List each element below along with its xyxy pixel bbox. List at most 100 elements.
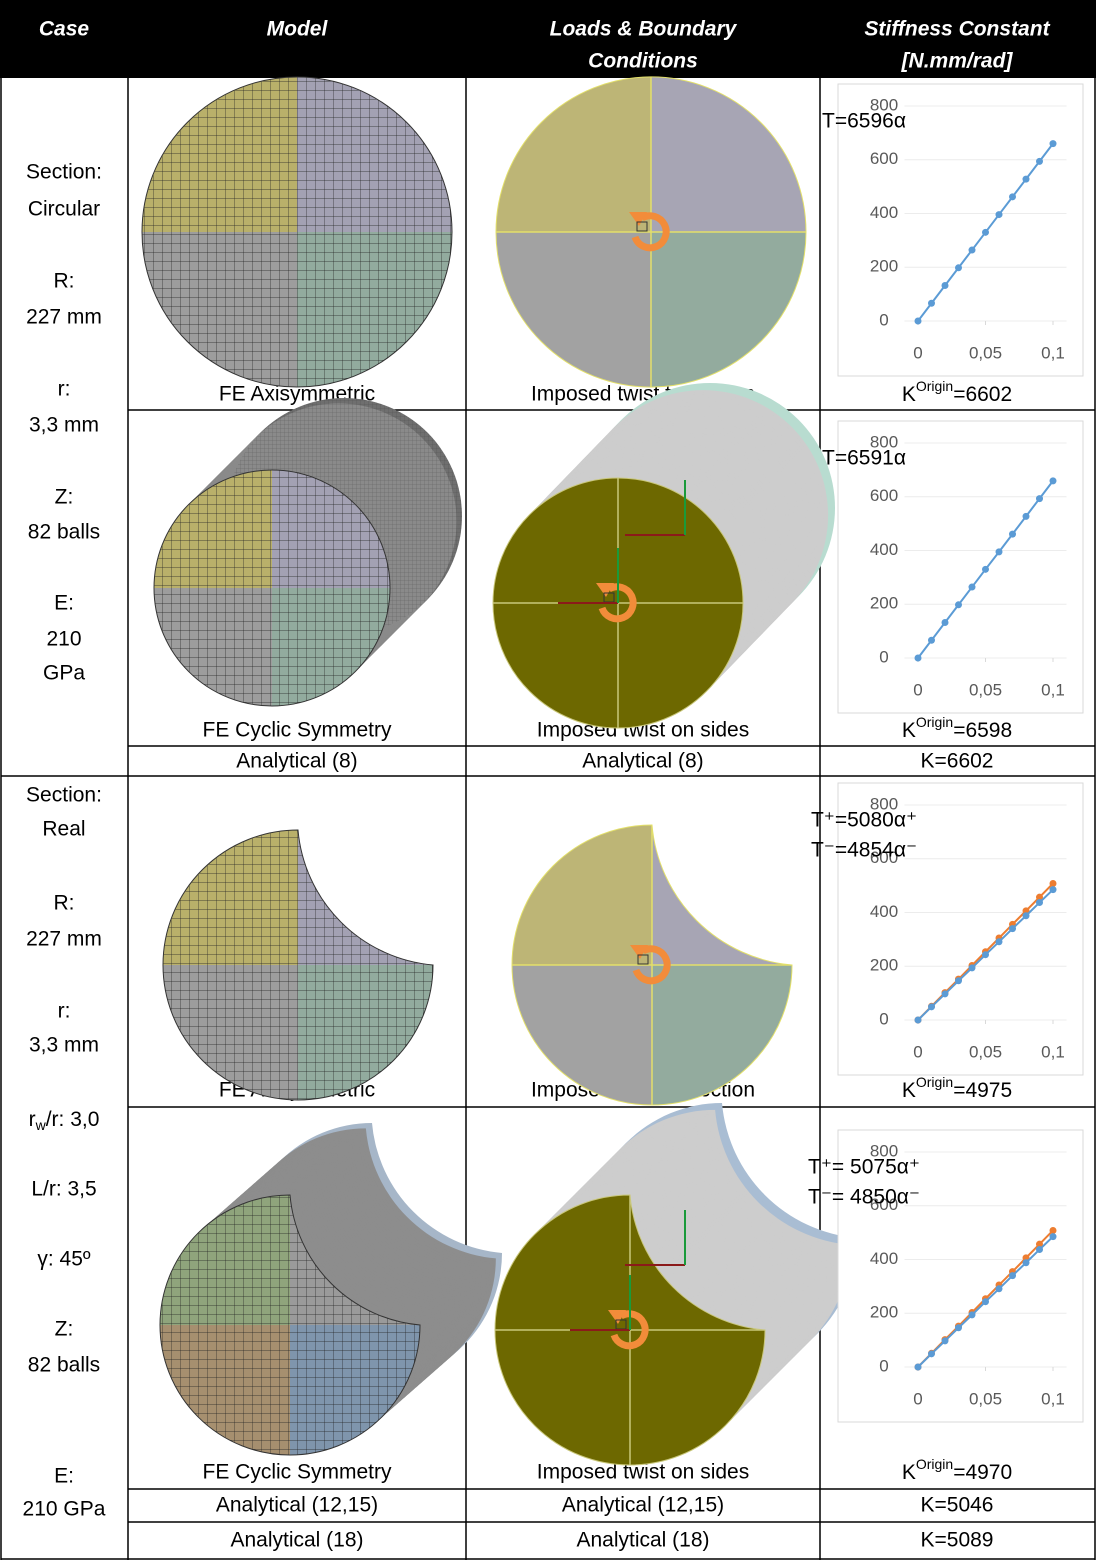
y-tick-label: 800 — [870, 95, 898, 114]
series-point — [955, 977, 962, 985]
series-point — [995, 938, 1003, 946]
series-point — [928, 1350, 935, 1358]
stiffness-label: KOrigin=6598 — [902, 714, 1012, 742]
x-tick-label: 0,1 — [1041, 1042, 1065, 1061]
face — [496, 76, 806, 388]
series-point — [1036, 893, 1043, 901]
face-quadrant — [493, 603, 618, 728]
x-tick-label: 0,05 — [969, 1389, 1002, 1408]
stiffness-label-base: K — [902, 1461, 916, 1484]
case-text: R: — [54, 270, 75, 293]
y-tick-label: 0 — [879, 1009, 888, 1028]
case-text: GPa — [43, 662, 85, 685]
header-cell: [N.mm/rad] — [901, 50, 1014, 73]
series-point — [914, 654, 922, 662]
case-text: 210 GPa — [23, 1498, 106, 1521]
series-point — [1022, 1259, 1030, 1267]
x-tick-label: 0 — [913, 1042, 922, 1061]
series-point — [1049, 879, 1057, 887]
face — [512, 825, 792, 1105]
stiffness-label: KOrigin=4975 — [902, 1074, 1012, 1102]
case-text: E: — [54, 592, 74, 615]
stiffness-label: KOrigin=4970 — [902, 1456, 1012, 1484]
y-tick-label: 600 — [870, 486, 898, 505]
y-tick-label: 200 — [870, 1303, 898, 1322]
chart-frame — [837, 83, 1084, 377]
face-quadrant — [651, 232, 806, 388]
face-quadrant — [496, 232, 651, 388]
face — [141, 76, 453, 388]
twist-arrowhead — [630, 945, 648, 959]
x-tick-label: 0 — [913, 343, 922, 362]
series-point — [928, 1003, 935, 1011]
series-point — [1036, 1240, 1043, 1248]
series-point — [1036, 495, 1043, 503]
chart-frame — [837, 1129, 1084, 1423]
stiffness-label: K=5046 — [921, 1494, 994, 1517]
series-point — [1049, 1233, 1057, 1241]
header-cell: Conditions — [588, 50, 698, 73]
series-point — [1022, 912, 1030, 920]
legend-label: T⁻=4854α⁻ — [811, 839, 917, 862]
series-point — [1036, 1246, 1043, 1254]
model-label: Analytical (12,15) — [216, 1494, 378, 1517]
series-point — [914, 1363, 922, 1371]
series-point — [968, 1311, 976, 1319]
face-outline — [153, 469, 391, 707]
y-tick-label: 0 — [879, 647, 888, 666]
series-point — [1036, 157, 1043, 165]
series-point — [995, 548, 1003, 556]
chart-frame — [837, 420, 1084, 714]
series-point — [982, 1298, 989, 1306]
case-text: r: — [58, 378, 71, 401]
case-text: R: — [54, 892, 75, 915]
case-text: Section: — [26, 784, 102, 807]
twist-arrow — [632, 945, 671, 985]
model-label: FE Cyclic Symmetry — [203, 719, 393, 742]
x-tick-label: 0,05 — [969, 1042, 1002, 1061]
chart-frame — [837, 782, 1084, 1076]
stiffness-label-base: K — [902, 383, 916, 406]
series-point — [941, 1337, 949, 1345]
face-quadrant — [651, 76, 806, 232]
loads-label: Analytical (8) — [582, 750, 703, 773]
twist-arrowhead — [608, 1310, 626, 1324]
y-tick-label: 0 — [879, 1356, 888, 1375]
stiffness-label-base: K — [902, 719, 916, 742]
series-point — [914, 317, 922, 325]
face-quadrant — [496, 76, 651, 232]
case-text: rw/r: 3,0 — [29, 1108, 100, 1133]
y-tick-label: 600 — [870, 848, 898, 867]
legend-label: T=6596α — [822, 110, 906, 133]
face-outline — [494, 1194, 766, 1466]
x-tick-label: 0,05 — [969, 680, 1002, 699]
series-point — [955, 1324, 962, 1332]
case-text: 82 balls — [28, 1354, 100, 1377]
stiffness-label-sup: Origin — [916, 1456, 953, 1472]
stiffness-label-rest: =4975 — [953, 1079, 1012, 1102]
series-point — [955, 601, 962, 609]
face-quadrant — [495, 1330, 630, 1465]
face-mesh — [141, 76, 453, 388]
series-point — [1022, 512, 1030, 520]
face-outline — [141, 76, 453, 388]
face-quadrant — [652, 825, 792, 965]
header-cell: Stiffness Constant — [864, 18, 1050, 41]
face — [163, 830, 433, 1100]
series-point — [1022, 175, 1030, 183]
x-tick-label: 0,1 — [1041, 1389, 1065, 1408]
series-point — [1009, 1272, 1016, 1280]
twist-marker — [637, 954, 649, 965]
twist-arrow — [610, 1310, 649, 1350]
model-label: FE Cyclic Symmetry — [203, 1461, 393, 1484]
stiffness-label-sup: Origin — [916, 378, 953, 394]
y-tick-label: 400 — [870, 540, 898, 559]
series-point — [1009, 193, 1016, 201]
header-cell: Loads & Boundary — [550, 18, 738, 41]
case-text: Section: — [26, 161, 102, 184]
stiffness-label: K=5089 — [921, 1529, 994, 1552]
y-tick-label: 400 — [870, 1249, 898, 1268]
series-point — [968, 246, 976, 254]
stiffness-label-rest: =4970 — [953, 1461, 1012, 1484]
case-text-rest: /r: 3,0 — [46, 1108, 100, 1131]
